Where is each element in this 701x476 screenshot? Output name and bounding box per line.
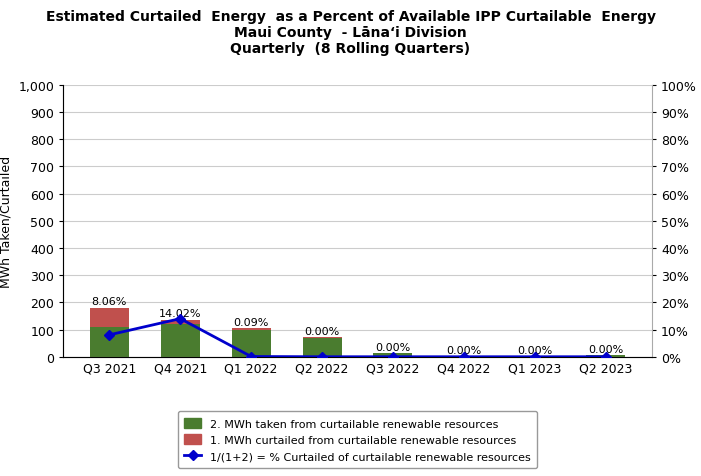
Text: 0.00%: 0.00% [517,345,552,355]
Bar [303,337,341,338]
Text: 14.02%: 14.02% [159,309,201,319]
Text: 8.06%: 8.06% [92,297,127,307]
Text: 0.09%: 0.09% [233,317,269,327]
Text: 0.00%: 0.00% [375,342,411,352]
Y-axis label: MWh Taken/Curtailed: MWh Taken/Curtailed [0,156,13,287]
1/(1+2) = % Curtailed of curtailable renewable resources [176,316,184,322]
Bar [231,328,271,330]
Bar [161,325,200,357]
Bar [161,320,200,325]
1/(1+2) = % Curtailed of curtailable renewable resources [105,332,114,338]
Legend: 2. MWh taken from curtailable renewable resources, 1. MWh curtailed from curtail: 2. MWh taken from curtailable renewable … [177,411,538,468]
Text: 0.00%: 0.00% [304,326,340,336]
Text: Estimated Curtailed  Energy  as a Percent of Available IPP Curtailable  Energy
M: Estimated Curtailed Energy as a Percent … [46,10,655,56]
1/(1+2) = % Curtailed of curtailable renewable resources [318,354,326,360]
Bar [374,354,412,357]
1/(1+2) = % Curtailed of curtailable renewable resources [601,354,610,360]
1/(1+2) = % Curtailed of curtailable renewable resources [247,354,255,359]
Bar [90,327,129,357]
Text: 0.00%: 0.00% [447,345,482,355]
Line: 1/(1+2) = % Curtailed of curtailable renewable resources: 1/(1+2) = % Curtailed of curtailable ren… [106,316,609,360]
1/(1+2) = % Curtailed of curtailable renewable resources [531,354,539,360]
Bar [586,356,625,357]
Bar [231,330,271,357]
1/(1+2) = % Curtailed of curtailable renewable resources [389,354,397,360]
Bar [303,338,341,357]
Bar [90,308,129,327]
Text: 0.00%: 0.00% [588,344,623,354]
1/(1+2) = % Curtailed of curtailable renewable resources [460,354,468,360]
